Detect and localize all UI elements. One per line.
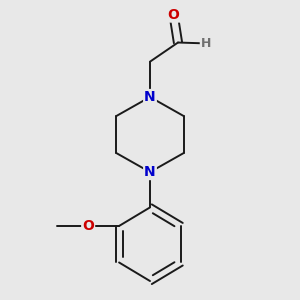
Text: N: N: [144, 165, 156, 179]
Text: O: O: [168, 8, 179, 22]
Text: O: O: [82, 219, 94, 233]
Text: N: N: [144, 90, 156, 104]
Text: H: H: [201, 37, 211, 50]
